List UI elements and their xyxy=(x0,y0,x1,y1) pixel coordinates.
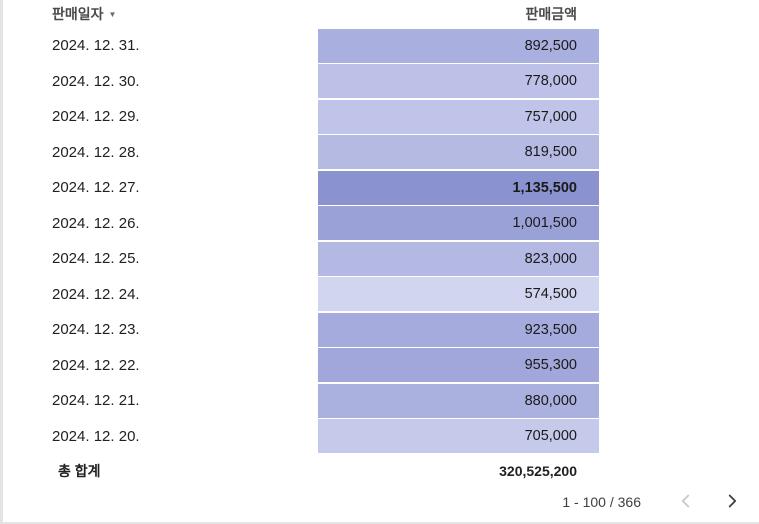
next-page-button[interactable] xyxy=(719,489,745,515)
chevron-left-icon xyxy=(675,490,697,515)
date-cell: 2024. 12. 22. xyxy=(52,356,140,374)
table-body: 2024. 12. 31. 892,500 2024. 12. 30. 778,000… xyxy=(3,28,759,454)
date-cell: 2024. 12. 24. xyxy=(52,285,140,303)
date-cell: 2024. 12. 20. xyxy=(52,427,140,445)
amount-heatmap-cell: 705,000 xyxy=(318,419,599,454)
grand-total-value: 320,525,200 xyxy=(499,462,577,479)
date-cell: 2024. 12. 23. xyxy=(52,321,140,339)
table-row: 2024. 12. 21. 880,000 xyxy=(3,383,759,419)
pagination-range-label: 1 - 100 / 366 xyxy=(562,494,641,510)
table-row: 2024. 12. 22. 955,300 xyxy=(3,348,759,384)
table-row: 2024. 12. 30. 778,000 xyxy=(3,64,759,100)
amount-heatmap-cell: 757,000 xyxy=(318,99,599,134)
amount-heatmap-cell: 823,000 xyxy=(318,241,599,276)
column-header-date-label: 판매일자 xyxy=(52,6,104,22)
date-cell: 2024. 12. 26. xyxy=(52,214,140,232)
table-row: 2024. 12. 25. 823,000 xyxy=(3,241,759,277)
amount-heatmap-cell: 1,135,500 xyxy=(318,170,599,205)
previous-page-button[interactable] xyxy=(673,489,699,515)
date-cell: 2024. 12. 29. xyxy=(52,108,140,126)
date-cell: 2024. 12. 28. xyxy=(52,143,140,161)
table-row: 2024. 12. 24. 574,500 xyxy=(3,277,759,313)
table-row: 2024. 12. 26. 1,001,500 xyxy=(3,206,759,242)
table-row: 2024. 12. 23. 923,500 xyxy=(3,312,759,348)
column-header-amount[interactable]: 판매금액 xyxy=(525,6,577,22)
table-row: 2024. 12. 31. 892,500 xyxy=(3,28,759,64)
date-cell: 2024. 12. 27. xyxy=(52,179,140,197)
chevron-right-icon xyxy=(721,490,743,515)
pagination: 1 - 100 / 366 xyxy=(562,489,745,515)
date-cell: 2024. 12. 31. xyxy=(52,37,140,55)
table-row: 2024. 12. 20. 705,000 xyxy=(3,419,759,455)
table-row: 2024. 12. 29. 757,000 xyxy=(3,99,759,135)
table-row: 2024. 12. 28. 819,500 xyxy=(3,135,759,171)
grand-total-label: 총 합계 xyxy=(58,462,101,479)
date-cell: 2024. 12. 30. xyxy=(52,72,140,90)
amount-heatmap-cell: 955,300 xyxy=(318,348,599,383)
amount-heatmap-cell: 880,000 xyxy=(318,383,599,418)
amount-heatmap-cell: 819,500 xyxy=(318,135,599,170)
amount-heatmap-cell: 574,500 xyxy=(318,277,599,312)
date-cell: 2024. 12. 21. xyxy=(52,392,140,410)
amount-heatmap-cell: 892,500 xyxy=(318,28,599,63)
grand-total-row: 총 합계 320,525,200 xyxy=(3,454,759,487)
table-header-row: 판매일자 ▼ 판매금액 xyxy=(3,0,759,28)
table-row: 2024. 12. 27. 1,135,500 xyxy=(3,170,759,206)
column-header-date[interactable]: 판매일자 ▼ xyxy=(3,4,318,24)
amount-heatmap-cell: 923,500 xyxy=(318,312,599,347)
sort-desc-icon: ▼ xyxy=(108,10,117,19)
amount-heatmap-cell: 1,001,500 xyxy=(318,206,599,241)
amount-heatmap-cell: 778,000 xyxy=(318,64,599,99)
date-cell: 2024. 12. 25. xyxy=(52,250,140,268)
